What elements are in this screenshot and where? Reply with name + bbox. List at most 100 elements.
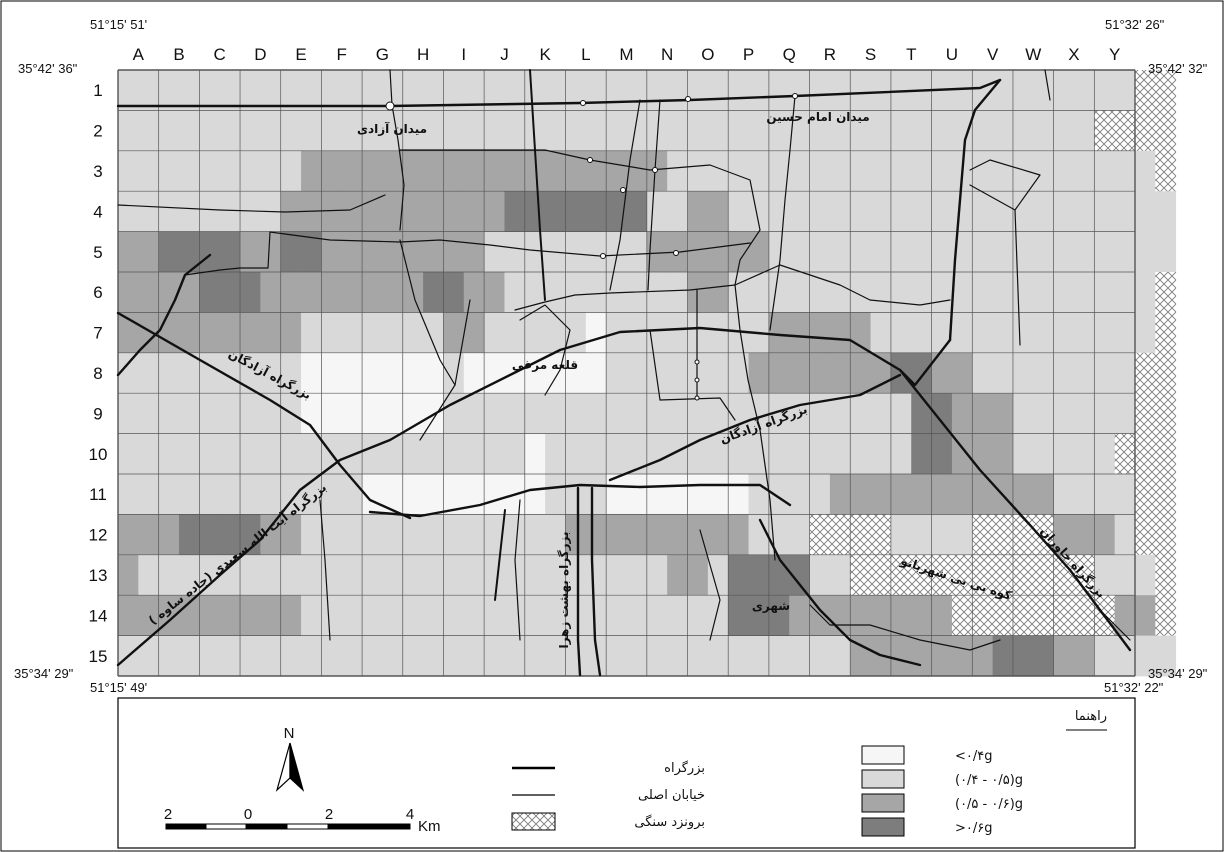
zone-cell (728, 70, 749, 111)
zone-cell (768, 191, 790, 232)
zone-cell (809, 70, 831, 111)
zone-cell (1135, 393, 1156, 434)
zone-cell (565, 272, 587, 313)
zone-cell (260, 352, 282, 394)
zone-cell (362, 272, 383, 313)
label-imam-hossein-square: میدان امام حسین (766, 110, 869, 125)
column-label-T: T (906, 45, 916, 64)
column-label-P: P (743, 45, 754, 64)
zone-cell (402, 352, 424, 394)
row-label-2: 2 (93, 122, 102, 141)
zone-cell (179, 70, 200, 111)
zone-cell (707, 231, 729, 273)
zone-cell (484, 110, 505, 152)
zone-cell (992, 191, 1014, 232)
street-m-vert (609, 99, 641, 291)
zone-cell (1114, 352, 1136, 394)
zone-cell (484, 70, 505, 111)
zone-cell (484, 312, 505, 354)
zone-cell (341, 150, 363, 192)
coord-bottom-right-lon: 51°32' 22" (1104, 680, 1164, 695)
zone-cell (728, 312, 749, 354)
zone-cell (951, 635, 973, 677)
zone-cell (158, 150, 180, 192)
zone-cell (362, 191, 383, 232)
zone-cell (1135, 635, 1156, 677)
column-label-O: O (701, 45, 714, 64)
zone-cell (606, 231, 627, 273)
zone-cell (728, 554, 749, 596)
zone-cell (585, 554, 607, 596)
column-label-J: J (500, 45, 509, 64)
zone-cell (606, 474, 627, 515)
legend-swatch-2 (861, 793, 905, 813)
zone-cell (1053, 635, 1075, 677)
zone-cell (565, 595, 587, 636)
zone-cell (280, 312, 302, 354)
street-a4 (117, 194, 386, 213)
street-n-loop (649, 329, 736, 421)
zone-cell (565, 231, 587, 273)
zone-cell (199, 635, 221, 677)
zone-cell (1094, 393, 1116, 434)
zone-cell (809, 231, 831, 273)
zone-cell (992, 231, 1014, 273)
zone-cell (362, 150, 383, 192)
zone-cell (667, 635, 688, 677)
scale-label-3: 4 (406, 806, 414, 823)
zone-cell (199, 514, 221, 556)
zone-cell (484, 554, 505, 596)
zone-cell (118, 595, 139, 636)
zone-cell (850, 554, 871, 596)
zone-cell (118, 474, 139, 515)
zone-cell (626, 150, 648, 192)
zone-cell (362, 312, 383, 354)
zone-cell (423, 352, 444, 394)
legend-main-street-label: خیابان اصلی (638, 788, 705, 803)
zone-cell (931, 191, 953, 232)
zone-cell (585, 352, 607, 394)
zone-cell (402, 150, 424, 192)
zone-cell (890, 150, 912, 192)
zone-cell (362, 514, 383, 556)
zone-cell (972, 352, 994, 394)
zone-cell (463, 272, 485, 313)
zone-cell (158, 352, 180, 394)
zone-cell (972, 393, 994, 434)
zone-cell (972, 191, 994, 232)
zone-cell (484, 231, 505, 273)
zone-cell (179, 514, 200, 556)
zone-cell (1135, 433, 1156, 475)
zone-cell (1012, 393, 1034, 434)
highway-azadegan-east (608, 373, 902, 482)
zone-cell (423, 433, 444, 475)
zone-cell (870, 514, 892, 556)
zone-cell (1073, 150, 1095, 192)
zone-cell (545, 352, 566, 394)
row-label-3: 3 (93, 162, 102, 181)
zone-cell (1073, 272, 1095, 313)
zone-cell (1033, 474, 1055, 515)
legend-class-label-1: (۰/۴ - ۰/۵)g (955, 773, 1023, 788)
scale-label-2: 2 (325, 806, 333, 823)
zone-cell (158, 635, 180, 677)
column-label-V: V (987, 45, 999, 64)
zone-cell (1012, 554, 1034, 596)
zone-cell (931, 272, 953, 313)
zone-cell (240, 393, 261, 434)
zone-cell (179, 231, 200, 273)
legend-swatch-1 (861, 769, 905, 789)
zone-cell (301, 70, 322, 111)
zone-cell (687, 554, 709, 596)
zone-cell (1073, 191, 1095, 232)
zone-cell (707, 635, 729, 677)
zone-cell (118, 272, 139, 313)
zone-cell (687, 514, 709, 556)
zone-cell (158, 514, 180, 556)
zone-cell (931, 514, 953, 556)
zone-cell (585, 191, 607, 232)
zone-cell (402, 312, 424, 354)
zone-cell (301, 635, 322, 677)
zone-cell (707, 393, 729, 434)
